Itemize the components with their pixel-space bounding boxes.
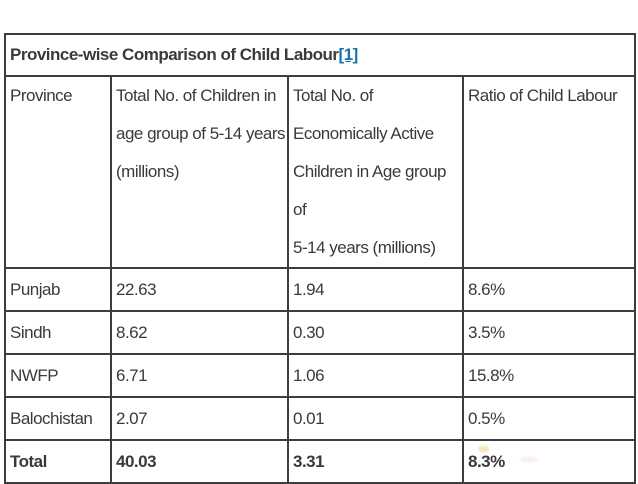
table-body: Punjab 22.63 1.94 8.6% Sindh 8.62 0.30 3.5% NWFP… <box>4 267 637 484</box>
cell-children: 6.71 <box>110 353 289 398</box>
column-header-total-children: Total No. of Children in age group of 5-… <box>110 75 289 269</box>
table-row: Punjab 22.63 1.94 8.6% <box>4 267 637 312</box>
table-title-row: Province-wise Comparison of Child Labour… <box>3 33 637 77</box>
cell-children: 22.63 <box>110 267 289 312</box>
cell-province: Punjab <box>4 267 112 312</box>
cell-ratio: 0.5% <box>461 396 637 441</box>
child-labour-table-container: Province-wise Comparison of Child Labour… <box>3 33 637 484</box>
cell-active: 0.01 <box>287 396 464 441</box>
table-title: Province-wise Comparison of Child Labour <box>10 45 339 64</box>
table-row: NWFP 6.71 1.06 15.8% <box>4 353 637 398</box>
table-row: Sindh 8.62 0.30 3.5% <box>4 310 637 355</box>
cell-active: 3.31 <box>287 439 464 484</box>
reference-link[interactable]: [1] <box>338 45 359 64</box>
cell-province: Sindh <box>4 310 112 355</box>
table-header-row: Province Total No. of Children in age gr… <box>4 75 637 269</box>
cell-children: 8.62 <box>110 310 289 355</box>
table-row: Balochistan 2.07 0.01 0.5% <box>4 396 637 441</box>
column-header-ratio: Ratio of Child Labour <box>461 75 637 269</box>
cell-ratio: 8.3% <box>461 439 637 484</box>
column-header-economically-active: Total No. of Economically Active Childre… <box>287 75 464 269</box>
cell-active: 0.30 <box>287 310 464 355</box>
cell-ratio: 8.6% <box>461 267 637 312</box>
table-row: Total 40.03 3.31 8.3% <box>4 439 637 484</box>
child-labour-table: Province-wise Comparison of Child Labour… <box>3 33 637 484</box>
cell-province: NWFP <box>4 353 112 398</box>
cell-active: 1.94 <box>287 267 464 312</box>
cell-children: 2.07 <box>110 396 289 441</box>
cell-active: 1.06 <box>287 353 464 398</box>
cell-province: Balochistan <box>4 396 112 441</box>
cell-ratio: 3.5% <box>461 310 637 355</box>
cell-ratio: 15.8% <box>461 353 637 398</box>
table-title-cell: Province-wise Comparison of Child Labour… <box>3 33 637 77</box>
cell-children: 40.03 <box>110 439 289 484</box>
cell-province: Total <box>4 439 112 484</box>
column-header-province: Province <box>4 75 112 269</box>
